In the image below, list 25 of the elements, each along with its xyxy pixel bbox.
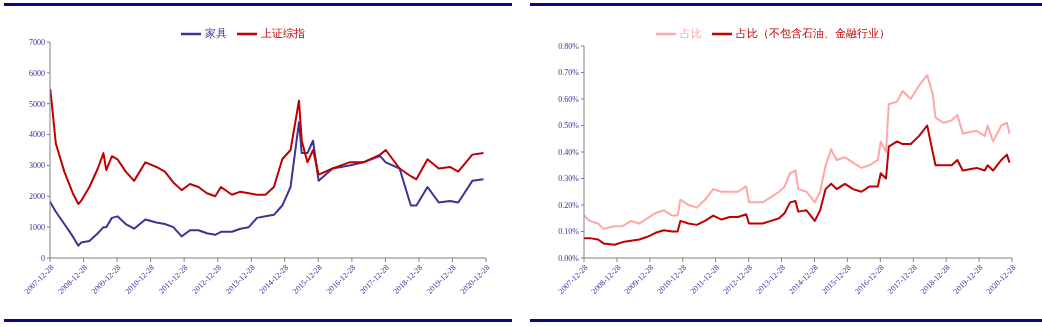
y-tick-label: 1000 (29, 222, 45, 232)
y-tick-label: 5000 (29, 99, 45, 109)
legend-label: 占比 (680, 26, 702, 39)
legend-label: 占比（不包含石油、金融行业） (736, 26, 890, 39)
y-tick-label: 0.80% (558, 41, 580, 51)
y-tick-label: 0.30% (558, 174, 580, 184)
legend-label: 家具 (205, 26, 227, 39)
y-tick-label: 0.70% (558, 68, 580, 78)
y-tick-label: 0.10% (558, 227, 580, 237)
y-tick-label: 0.20% (558, 200, 580, 210)
y-tick-label: 7000 (29, 37, 45, 47)
line-series (584, 124, 1011, 246)
y-tick-label: 3000 (29, 161, 45, 171)
line-series (584, 74, 1011, 230)
y-tick-label: 6000 (29, 68, 45, 78)
y-tick-label: 2000 (29, 192, 45, 202)
y-tick-label: 4000 (29, 130, 45, 140)
y-tick-label: 0.00% (558, 253, 580, 263)
y-tick-label: 0.40% (558, 147, 580, 157)
y-tick-label: 0 (41, 253, 45, 263)
legend-label: 上证综指 (261, 26, 305, 39)
y-tick-label: 0.60% (558, 94, 580, 104)
line-series (50, 121, 485, 247)
y-tick-label: 0.50% (558, 121, 580, 131)
line-series (50, 88, 485, 205)
